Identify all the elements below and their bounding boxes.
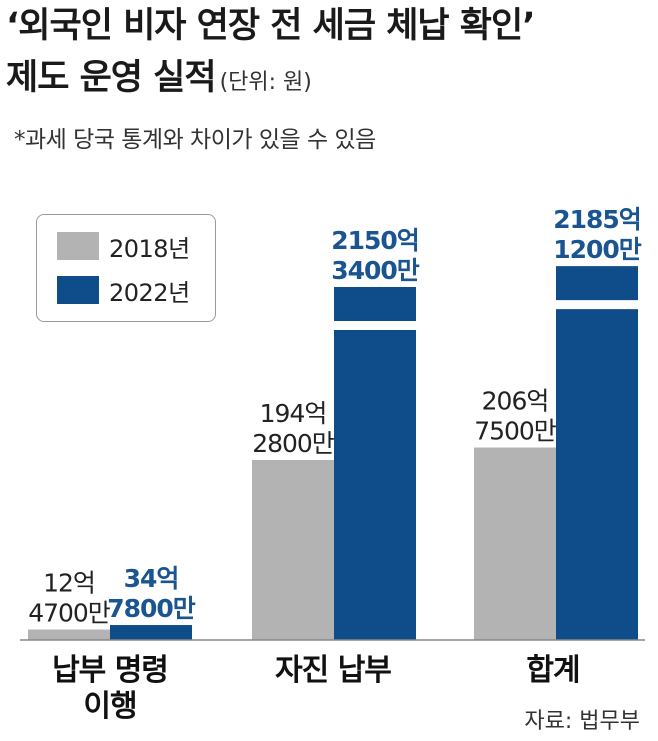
axis-break-2 xyxy=(555,300,639,310)
source-note: 자료: 법무부 xyxy=(524,709,640,734)
data-label-2022년-2-1: 1200만 xyxy=(553,235,642,264)
chart-title-line2: 제도 운영 실적 (단위: 원) xyxy=(6,56,312,105)
legend-item-2022: 2022년 xyxy=(57,275,190,307)
legend-label-2018: 2018년 xyxy=(109,234,190,263)
footnote: *과세 당국 통계와 차이가 있을 수 있음 xyxy=(14,127,376,153)
data-label-2018년-1-1: 2800만 xyxy=(252,429,335,458)
bar-2022년-1 xyxy=(334,287,416,640)
bar-2018년-1 xyxy=(252,460,334,640)
data-label-2018년-0-1: 4700만 xyxy=(28,599,111,628)
unit-label: (단위: 원) xyxy=(219,70,312,95)
legend-swatch-2018 xyxy=(57,232,99,260)
data-label-2018년-1-0: 194억 xyxy=(260,399,327,428)
category-label-0-0: 납부 명령 xyxy=(52,653,168,688)
bar-2022년-0 xyxy=(110,625,192,640)
legend-item-2018: 2018년 xyxy=(57,231,190,263)
bar-2018년-0 xyxy=(28,629,110,640)
legend: 2018년 2022년 xyxy=(36,214,216,322)
chart-title-line1: ‘외국인 비자 연장 전 세금 체납 확인’ xyxy=(6,6,536,46)
data-label-2022년-2-0: 2185억 xyxy=(553,205,641,234)
axis-break-1 xyxy=(333,321,417,330)
legend-swatch-2022 xyxy=(57,276,99,304)
data-label-2022년-1-0: 2150억 xyxy=(331,226,419,255)
chart-title-line2-text: 제도 운영 실적 xyxy=(6,58,217,98)
data-label-2022년-0-1: 7800만 xyxy=(107,594,196,623)
data-label-2018년-2-0: 206억 xyxy=(482,387,549,416)
bar-2018년-2 xyxy=(474,447,556,640)
data-label-2018년-0-0: 12억 xyxy=(43,569,95,598)
category-label-1-0: 자진 납부 xyxy=(275,653,391,688)
legend-label-2022: 2022년 xyxy=(109,278,190,307)
data-label-2022년-0-0: 34억 xyxy=(124,564,179,593)
data-label-2018년-2-1: 7500만 xyxy=(474,417,557,446)
category-label-0-1: 이행 xyxy=(83,689,136,724)
data-label-2022년-1-1: 3400만 xyxy=(331,256,420,285)
bar-2022년-2 xyxy=(556,266,638,640)
category-label-2-0: 합계 xyxy=(526,653,579,688)
